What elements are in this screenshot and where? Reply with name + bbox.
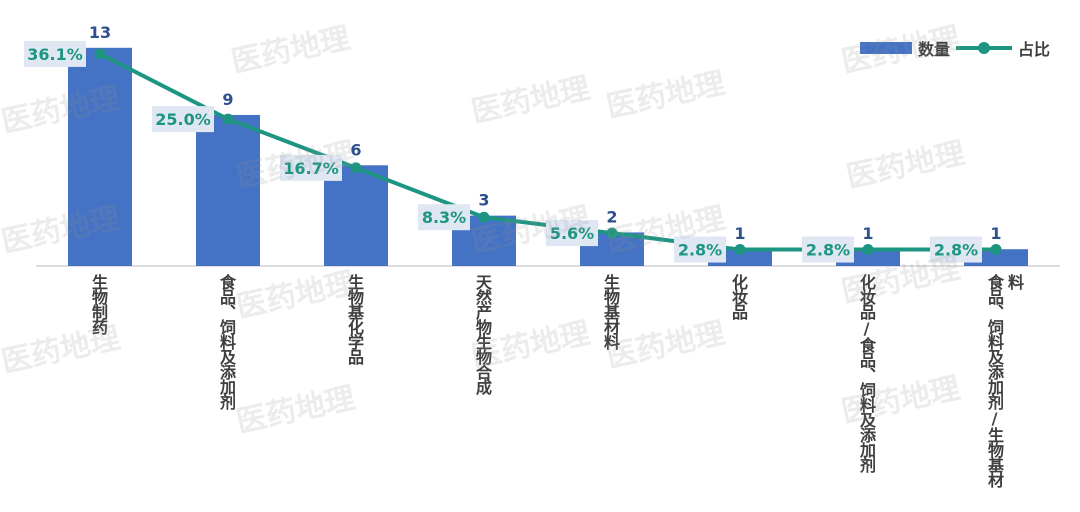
ratio-label-box (930, 236, 982, 263)
ratio-value-label: 5.6% (550, 224, 594, 243)
ratio-value-label: 2.8% (678, 241, 722, 260)
ratio-point (990, 244, 1002, 256)
legend-count: 数量 (917, 40, 950, 59)
bar-value-label: 1 (862, 224, 873, 243)
ratio-label-box (152, 106, 214, 133)
ratio-point (606, 227, 618, 239)
ratio-value-label: 2.8% (806, 241, 850, 260)
ratio-point (350, 162, 362, 174)
ratio-point (734, 244, 746, 256)
bar-value-label: 13 (89, 23, 111, 42)
bar-value-label: 1 (990, 224, 1001, 243)
category-label: 化妆品 (729, 274, 748, 319)
category-label: 生物基材料 (601, 274, 620, 349)
ratio-value-label: 25.0% (155, 110, 211, 129)
ratio-label-box (674, 236, 726, 263)
category-label: 食品、饲料及添加剂/生物基材料 (985, 274, 1024, 487)
legend-line-swatch (955, 42, 1012, 54)
category-label: 化妆品/食品、饲料及添加剂 (857, 274, 876, 472)
category-label: 生物制药 (89, 274, 108, 334)
ratio-point (478, 211, 490, 223)
ratio-value-label: 16.7% (283, 159, 339, 178)
bar-value-label: 9 (222, 90, 233, 109)
ratio-value-label: 2.8% (934, 241, 978, 260)
bar-value-label: 1 (734, 224, 745, 243)
ratio-label-box (280, 154, 342, 181)
ratio-label-box (24, 40, 86, 67)
bar (196, 114, 260, 266)
category-label: 生物基化学品 (345, 274, 364, 364)
bar (324, 165, 388, 266)
ratio-point (222, 113, 234, 125)
category-label: 食品、饲料及添加剂 (217, 274, 236, 409)
ratio-value-label: 8.3% (422, 208, 466, 227)
ratio-point (94, 48, 106, 60)
legend-ratio: 占比 (1017, 40, 1050, 59)
ratio-label-box (802, 236, 854, 263)
bar-value-label: 6 (350, 140, 361, 159)
legend-bar-swatch (859, 42, 912, 54)
legend: 数量 占比 (859, 36, 1050, 60)
bar-value-label: 3 (478, 191, 489, 210)
bar (68, 47, 132, 267)
ratio-label-box (418, 204, 470, 231)
ratio-point (862, 244, 874, 256)
ratio-value-label: 36.1% (27, 45, 83, 64)
bar-value-label: 2 (606, 207, 617, 226)
category-label: 天然产物生物合成 (473, 274, 492, 394)
ratio-label-box (546, 220, 598, 247)
